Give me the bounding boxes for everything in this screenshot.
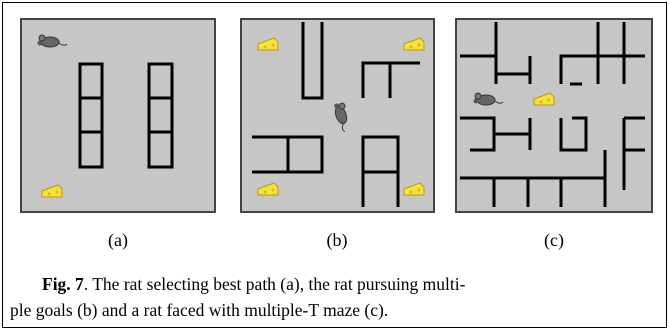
panel-label: (a): [78, 230, 158, 251]
caption-text: ple goals (b) and a rat faced with multi…: [10, 300, 388, 320]
caption-text: . The rat selecting best path (a), the r…: [84, 274, 466, 294]
caption-label: Fig. 7: [42, 274, 84, 294]
caption-line: Fig. 7. The rat selecting best path (a),…: [42, 274, 465, 295]
page: (a) (b) (c) Fig. 7. The rat selecting be…: [0, 0, 669, 330]
panel-label: (b): [297, 230, 377, 251]
caption-line: ple goals (b) and a rat faced with multi…: [10, 300, 388, 321]
maze-panel-a: [21, 19, 215, 212]
maze-panel-c: [456, 19, 652, 212]
maze-panel-b: [241, 19, 434, 212]
panel-label: (c): [514, 230, 594, 251]
